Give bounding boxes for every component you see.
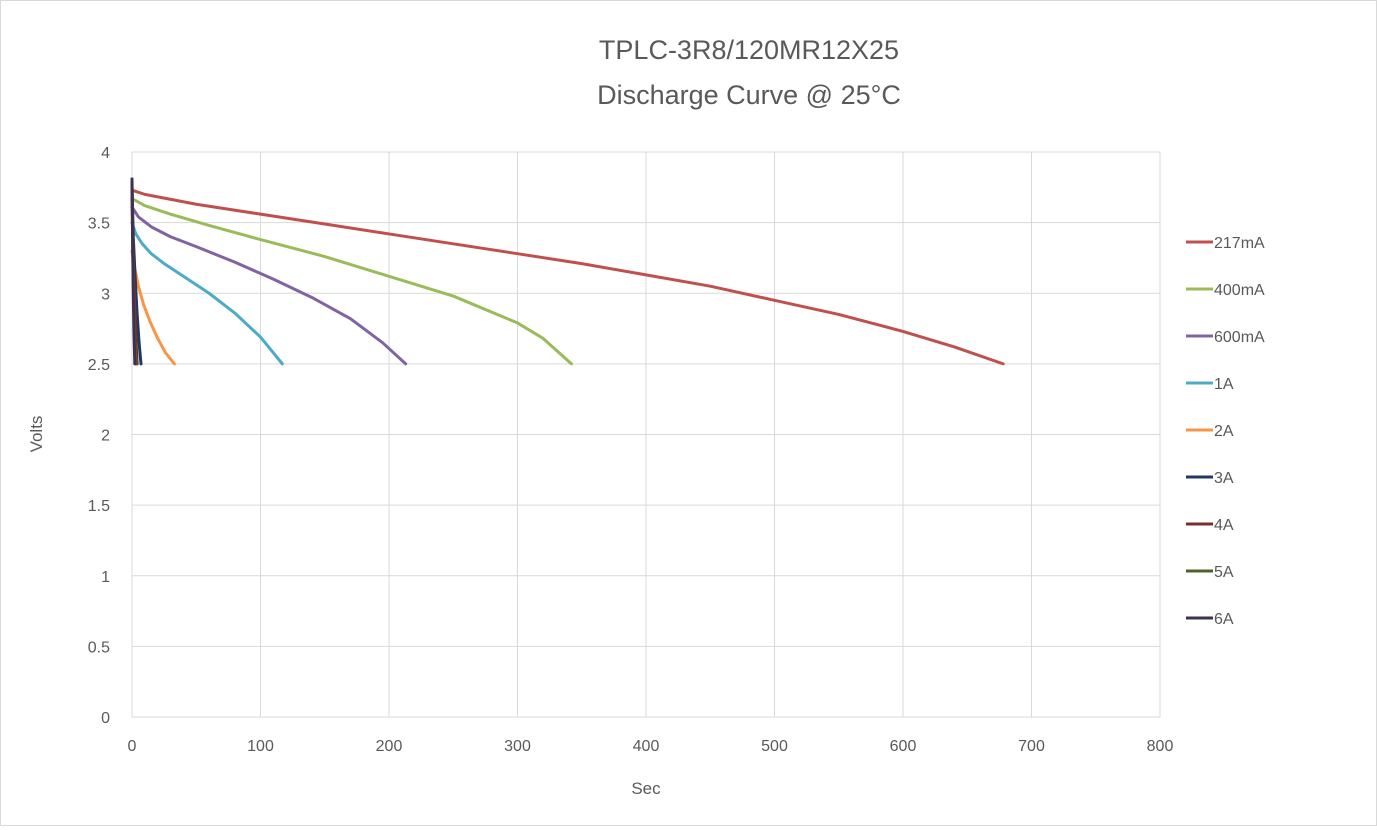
y-axis-ticks: 0 0.5 1 1.5 2 2.5 3 3.5 4 [88, 145, 110, 727]
series-line-1A [130, 221, 284, 366]
y-tick-label: 1.5 [88, 498, 110, 515]
chart-title: TPLC-3R8/120MR12X25 [599, 35, 899, 65]
y-tick-label: 1 [101, 569, 110, 586]
series-line-400mA [130, 197, 573, 366]
chart-subtitle: Discharge Curve @ 25°C [597, 80, 901, 110]
legend-label: 4A [1214, 517, 1234, 534]
y-tick-label: 0.5 [88, 639, 110, 656]
x-tick-label: 800 [1147, 738, 1174, 755]
legend-label: 5A [1214, 564, 1234, 581]
legend-label: 217mA [1214, 235, 1265, 252]
legend-label: 1A [1214, 376, 1234, 393]
y-tick-label: 2.5 [88, 357, 110, 374]
x-tick-label: 700 [1018, 738, 1045, 755]
x-tick-label: 500 [761, 738, 788, 755]
series-line-6A [130, 177, 137, 366]
series-line-600mA [130, 205, 408, 366]
legend-label: 3A [1214, 470, 1234, 487]
y-tick-label: 2 [101, 428, 110, 445]
x-tick-label: 0 [128, 738, 137, 755]
legend-label: 600mA [1214, 329, 1265, 346]
legend-label: 2A [1214, 423, 1234, 440]
y-tick-label: 0 [101, 710, 110, 727]
x-tick-label: 300 [504, 738, 531, 755]
x-tick-label: 600 [890, 738, 917, 755]
x-tick-label: 200 [376, 738, 403, 755]
y-axis-title: Volts [27, 416, 46, 453]
series-lines [130, 177, 1005, 366]
series-line-217mA [130, 188, 1005, 366]
legend-label: 6A [1214, 611, 1234, 628]
x-tick-label: 400 [633, 738, 660, 755]
y-tick-label: 4 [101, 145, 110, 162]
legend-label: 400mA [1214, 282, 1265, 299]
x-axis-ticks: 0 100 200 300 400 500 600 700 800 [128, 738, 1174, 755]
legend: 217mA 400mA 600mA 1A 2A 3A 4A 5A 6A [1186, 235, 1265, 628]
gridlines [131, 151, 1161, 718]
y-tick-label: 3 [101, 286, 110, 303]
x-tick-label: 100 [247, 738, 274, 755]
x-axis-title: Sec [631, 779, 661, 798]
y-tick-label: 3.5 [88, 216, 110, 233]
